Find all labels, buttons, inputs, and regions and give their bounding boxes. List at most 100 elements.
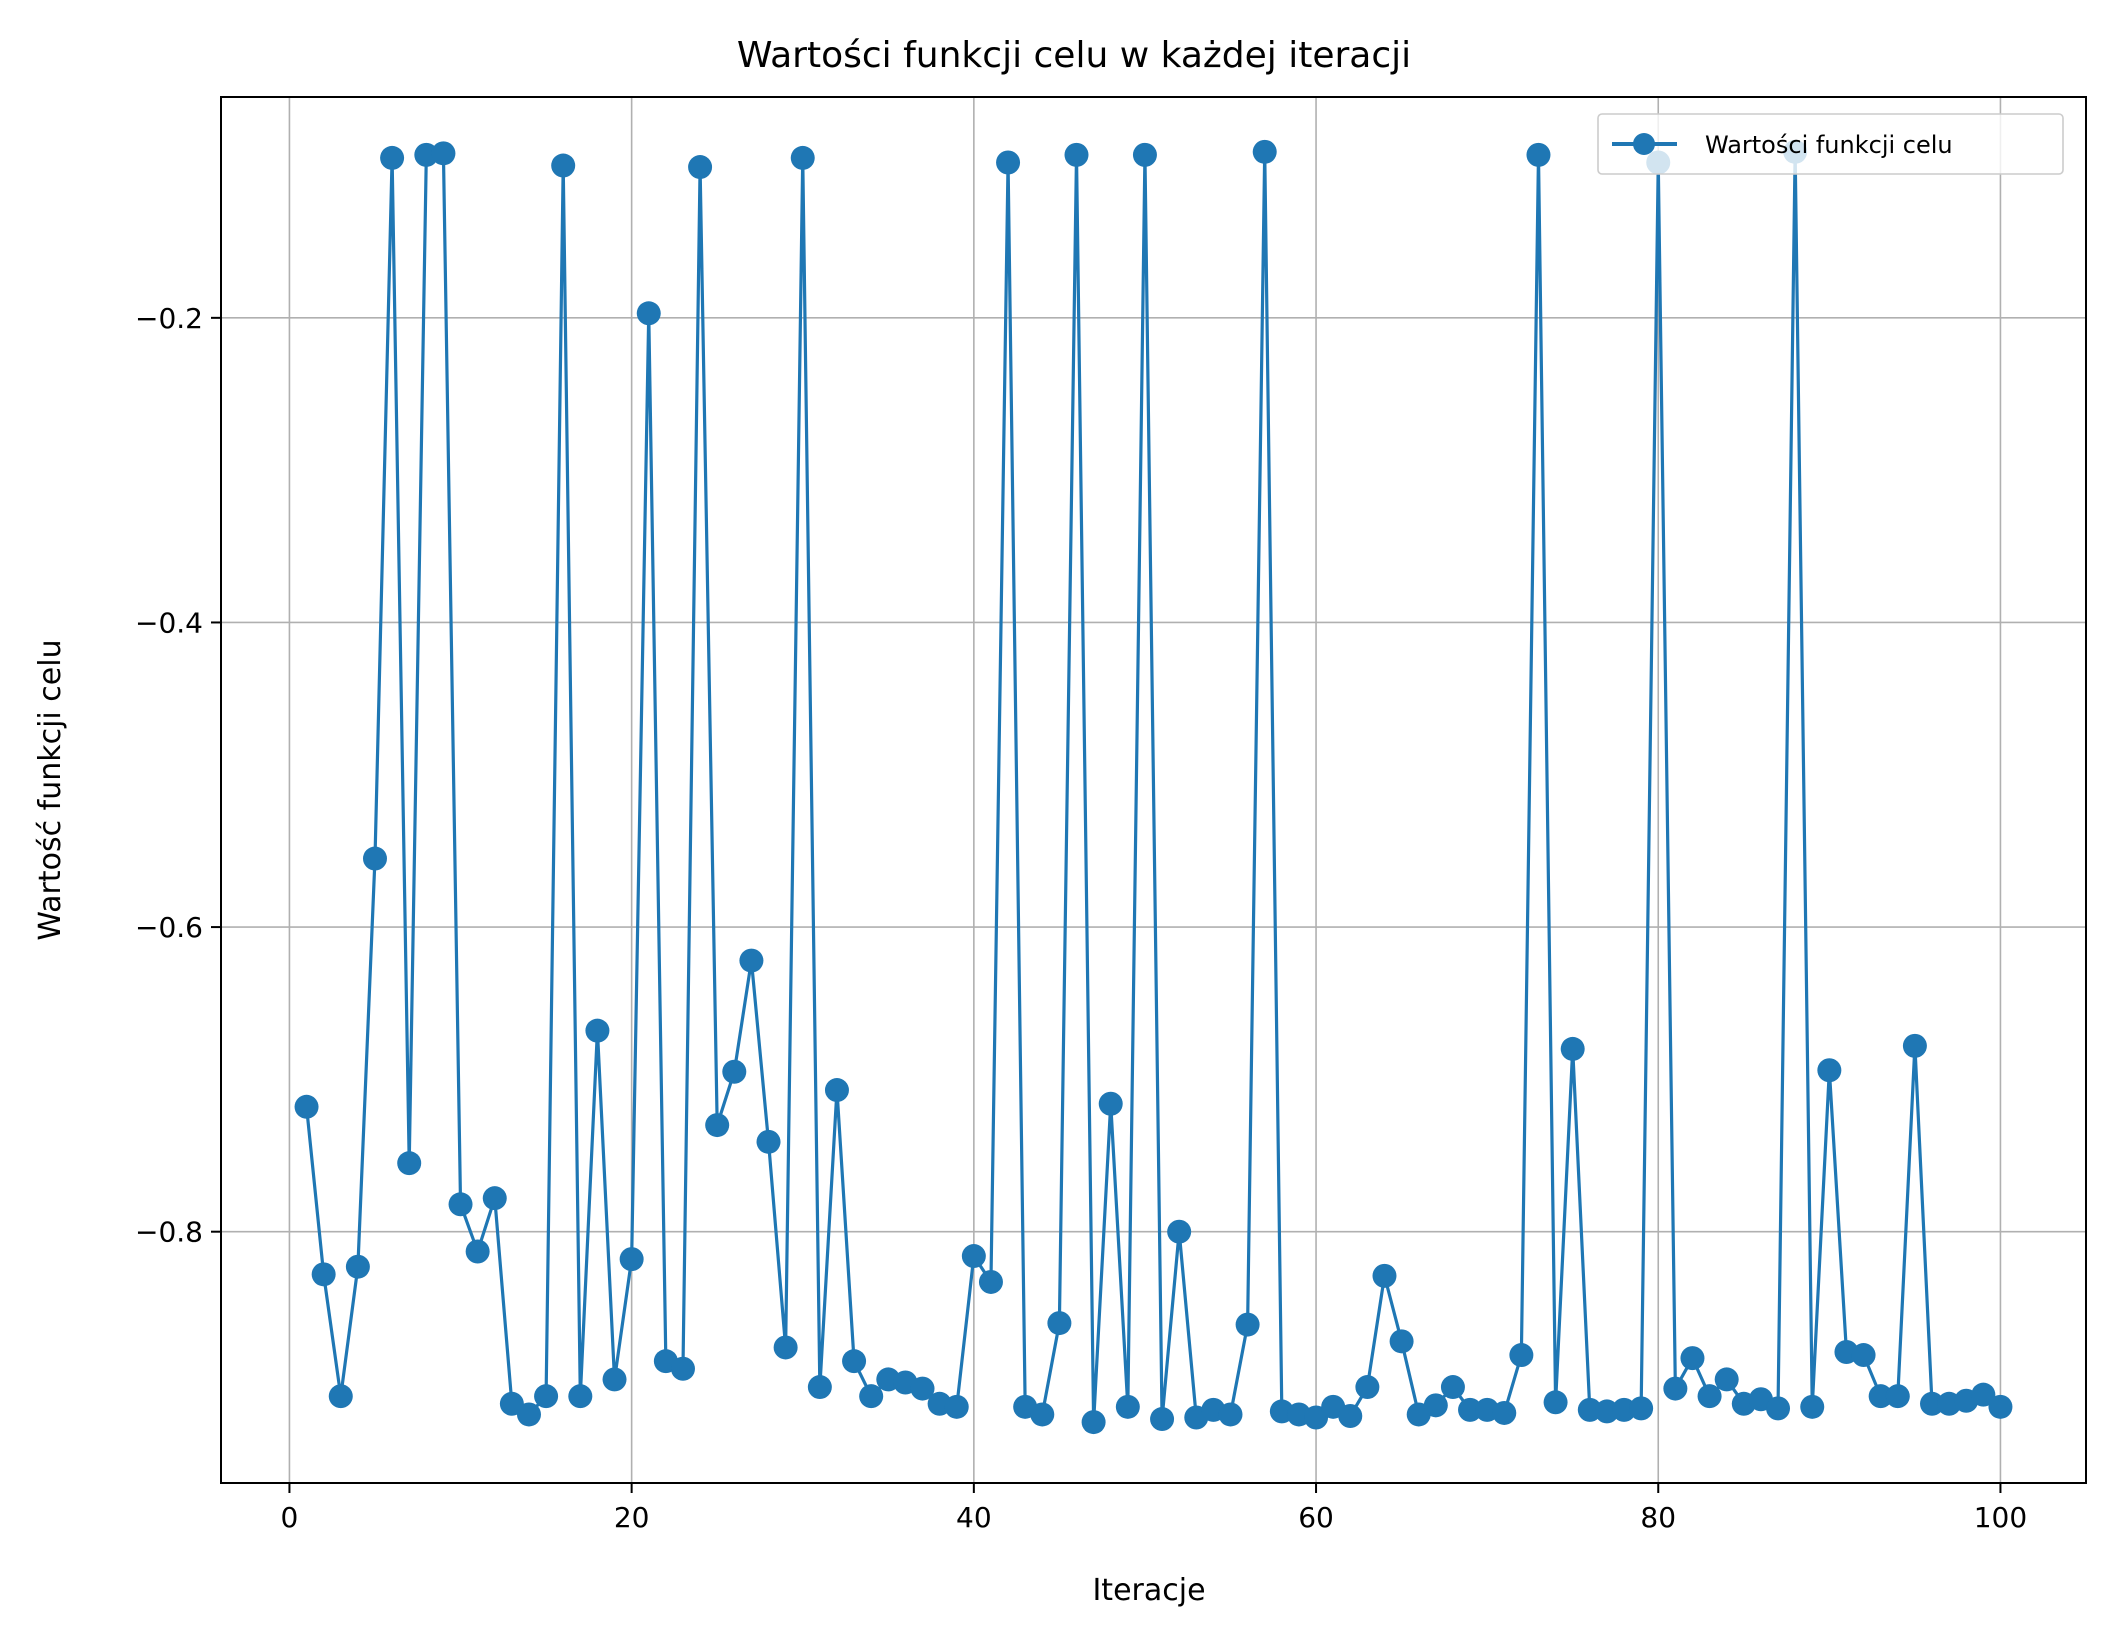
data-point xyxy=(465,1239,490,1264)
data-point xyxy=(448,1192,473,1217)
data-point xyxy=(619,1247,644,1272)
data-point xyxy=(1851,1343,1876,1368)
legend: Wartości funkcji celu xyxy=(1597,113,2064,175)
legend-box xyxy=(1597,113,2064,175)
data-point xyxy=(1885,1384,1910,1409)
data-point xyxy=(1252,139,1277,164)
data-point xyxy=(722,1059,747,1084)
x-axis-label: Iteracje xyxy=(1092,1573,1205,1608)
data-point xyxy=(739,948,764,973)
data-point xyxy=(978,1269,1003,1294)
x-tick-label: 20 xyxy=(614,1501,650,1534)
data-point xyxy=(1047,1311,1072,1336)
data-point xyxy=(996,150,1021,175)
y-axis-ticks: −0.8 −0.6 −0.4 −0.2 xyxy=(135,302,221,1249)
data-point xyxy=(602,1367,627,1392)
data-point xyxy=(1132,142,1157,167)
plot-frame xyxy=(220,96,2087,1484)
data-point xyxy=(1629,1396,1654,1421)
data-point xyxy=(1680,1346,1705,1371)
grid-lines xyxy=(221,97,2086,1483)
data-point xyxy=(1971,1382,1996,1407)
data-point xyxy=(1372,1263,1397,1288)
data-point xyxy=(362,846,387,871)
data-point xyxy=(1389,1329,1414,1354)
data-point xyxy=(1150,1407,1175,1432)
data-point xyxy=(1492,1400,1517,1425)
data-point xyxy=(1902,1033,1927,1058)
x-axis-ticks: 0 20 40 60 80 100 xyxy=(281,1483,2027,1534)
data-point xyxy=(636,301,661,326)
data-point xyxy=(1458,1397,1483,1422)
data-point xyxy=(1338,1403,1363,1428)
data-point xyxy=(944,1394,969,1419)
data-point xyxy=(294,1094,319,1119)
data-point xyxy=(961,1244,986,1269)
y-tick-label: −0.4 xyxy=(135,606,203,639)
data-point xyxy=(1115,1394,1140,1419)
data-point xyxy=(397,1151,422,1176)
data-point xyxy=(516,1402,541,1427)
x-tick-label: 100 xyxy=(1974,1501,2027,1534)
x-tick-label: 60 xyxy=(1298,1501,1334,1534)
data-point xyxy=(1081,1410,1106,1435)
data-point xyxy=(1817,1058,1842,1083)
y-tick-label: −0.2 xyxy=(135,302,203,335)
data-point xyxy=(1235,1312,1260,1337)
data-point xyxy=(773,1335,798,1360)
y-tick-label: −0.8 xyxy=(135,1216,203,1249)
data-point xyxy=(499,1391,524,1416)
x-tick-label: 0 xyxy=(281,1501,299,1534)
data-point xyxy=(1218,1402,1243,1427)
legend-label: Wartości funkcji celu xyxy=(1705,131,1953,159)
x-tick-label: 80 xyxy=(1640,1501,1676,1534)
chart-title: Wartości funkcji celu w każdej iteracji xyxy=(737,35,1411,76)
data-point xyxy=(1714,1367,1739,1392)
data-point xyxy=(1543,1390,1568,1415)
data-point xyxy=(705,1113,730,1138)
data-point xyxy=(1064,142,1089,167)
data-point xyxy=(1509,1343,1534,1368)
data-point xyxy=(1663,1376,1688,1401)
data-point xyxy=(1098,1091,1123,1116)
data-point xyxy=(1988,1394,2013,1419)
data-point xyxy=(534,1384,559,1409)
data-point xyxy=(790,145,815,170)
data-point xyxy=(1440,1375,1465,1400)
data-point xyxy=(328,1384,353,1409)
data-point xyxy=(311,1262,336,1287)
data-point xyxy=(1697,1384,1722,1409)
series-layer xyxy=(294,139,2013,1435)
data-point xyxy=(345,1254,370,1279)
y-axis-label: Wartość funkcji celu xyxy=(33,639,68,940)
data-point xyxy=(1560,1036,1585,1061)
data-point xyxy=(482,1186,507,1211)
data-point xyxy=(431,141,456,166)
data-point xyxy=(1167,1219,1192,1244)
data-point xyxy=(688,155,713,180)
data-point xyxy=(1920,1391,1945,1416)
data-point xyxy=(1766,1396,1791,1421)
data-point xyxy=(756,1129,781,1154)
data-point xyxy=(568,1384,593,1409)
data-point xyxy=(585,1018,610,1043)
data-point xyxy=(1526,142,1551,167)
data-point xyxy=(670,1356,695,1381)
data-point xyxy=(824,1078,849,1103)
data-point xyxy=(1355,1375,1380,1400)
data-point xyxy=(380,145,405,170)
data-point xyxy=(1304,1405,1329,1430)
data-point xyxy=(1030,1402,1055,1427)
data-point xyxy=(1868,1384,1893,1409)
x-tick-label: 40 xyxy=(956,1501,992,1534)
data-point xyxy=(807,1375,832,1400)
y-tick-label: −0.6 xyxy=(135,911,203,944)
data-point xyxy=(1423,1393,1448,1418)
data-point xyxy=(842,1349,867,1374)
data-point xyxy=(1800,1394,1825,1419)
data-point xyxy=(551,153,576,178)
legend-marker-sample xyxy=(1633,133,1655,155)
data-point xyxy=(859,1384,884,1409)
